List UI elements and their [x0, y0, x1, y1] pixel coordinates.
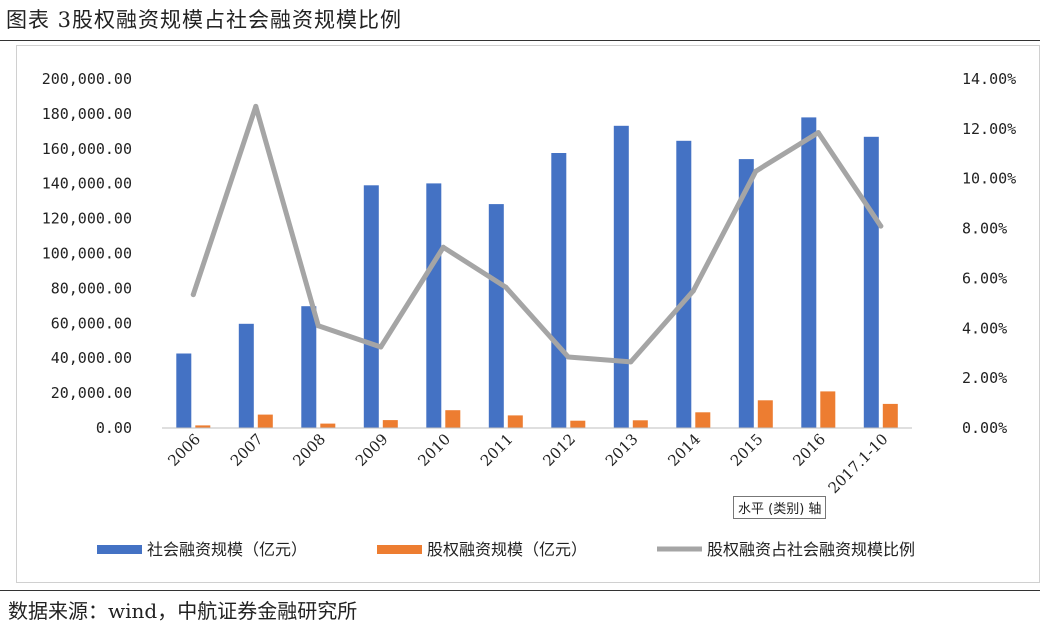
line-point [628, 359, 634, 365]
bar-total-financing [238, 323, 254, 428]
source-rule [0, 590, 1040, 591]
legend-total-financing-swatch [97, 545, 142, 554]
line-point [253, 103, 259, 109]
bar-total-financing [613, 125, 629, 429]
y-right-tick-label: 6.00% [962, 269, 1007, 287]
bar-total-financing [488, 204, 504, 428]
bar-equity-financing [570, 420, 586, 428]
bar-equity-financing [195, 425, 211, 428]
bar-total-financing [176, 353, 192, 428]
y-left-tick-label: 200,000.00 [42, 70, 132, 88]
y-left-tick-label: 80,000.00 [51, 279, 132, 297]
bar-equity-financing [257, 414, 273, 428]
line-point [440, 244, 446, 250]
line-point [878, 223, 884, 229]
y-left-tick-label: 60,000.00 [51, 314, 132, 332]
x-category-label: 2015 [727, 430, 767, 470]
y-right-tick-label: 0.00% [962, 419, 1007, 437]
axis-tooltip: 水平 (类别) 轴 [733, 496, 827, 519]
legend: 社会融资规模（亿元） 股权融资规模（亿元） 股权融资占社会融资规模比例 [97, 540, 915, 559]
y-left-tick-label: 180,000.00 [42, 105, 132, 123]
line-layer [190, 103, 884, 365]
x-category-label: 2011 [477, 430, 517, 470]
bar-total-financing [363, 185, 379, 428]
line-equity-ratio [190, 103, 884, 365]
bar-equity-financing [320, 423, 336, 428]
bar-equity-financing [382, 420, 398, 428]
y-right-tick-label: 10.00% [962, 170, 1016, 188]
bar-equity-financing [882, 403, 898, 428]
y-left-tick-label: 100,000.00 [42, 245, 132, 263]
bar-total-financing [738, 159, 754, 428]
bar-total-financing [801, 117, 817, 429]
line-point [315, 323, 321, 329]
x-category-label: 2014 [664, 430, 704, 470]
bar-equity-financing [695, 412, 711, 428]
y-right-tick-label: 8.00% [962, 220, 1007, 238]
bar-total-financing [863, 136, 879, 429]
y-right-tick-label: 14.00% [962, 70, 1016, 88]
y-left-tick-label: 160,000.00 [42, 140, 132, 158]
x-category-label: 2008 [289, 430, 329, 470]
y-right-tick-label: 12.00% [962, 120, 1016, 138]
bar-equity-financing [820, 391, 836, 428]
y-right-tick-label: 2.00% [962, 369, 1007, 387]
bar-equity-financing [632, 420, 648, 428]
chart-title: 图表 3股权融资规模占社会融资规模比例 [6, 8, 403, 32]
bar-equity-financing [445, 410, 461, 428]
legend-equity-ratio-label: 股权融资占社会融资规模比例 [707, 540, 915, 559]
line-point [565, 354, 571, 360]
x-category-label: 2017.1-10 [825, 430, 892, 497]
source-note: 数据来源：wind，中航证券金融研究所 [8, 599, 358, 623]
y-left-tick-label: 140,000.00 [42, 175, 132, 193]
chart-frame: 0.00 20,000.00 40,000.00 60,000.00 80,000.00… [16, 45, 1040, 583]
bar-total-financing [676, 140, 692, 429]
x-category-label: 2010 [414, 430, 454, 470]
bar-equity-financing [757, 400, 773, 428]
x-category-label: 2016 [789, 430, 829, 470]
legend-equity-financing-swatch [377, 545, 422, 554]
legend-equity-financing-label: 股权融资规模（亿元） [427, 540, 587, 559]
x-category-label: 2007 [227, 430, 267, 470]
x-category-label: 2013 [602, 430, 642, 470]
line-point [753, 168, 759, 174]
y-left-tick-label: 120,000.00 [42, 210, 132, 228]
x-category-label: 2012 [539, 430, 579, 470]
line-point [503, 284, 509, 290]
x-category-label: 2006 [164, 430, 204, 470]
y-left-tick-label: 40,000.00 [51, 349, 132, 367]
bar-equity-financing [507, 415, 523, 428]
y-left-tick-label: 20,000.00 [51, 384, 132, 402]
line-point [815, 130, 821, 136]
y-left-tick-label: 0.00 [96, 419, 132, 437]
y-right-tick-label: 4.00% [962, 319, 1007, 337]
x-category-label: 2009 [352, 430, 392, 470]
bar-total-financing [551, 153, 567, 428]
line-point [190, 292, 196, 298]
line-point [378, 344, 384, 350]
line-point [690, 288, 696, 294]
title-rule [0, 40, 1040, 41]
bar-layer [176, 117, 898, 429]
combo-chart: 0.00 20,000.00 40,000.00 60,000.00 80,000.00… [42, 70, 1017, 559]
legend-total-financing-label: 社会融资规模（亿元） [147, 540, 307, 559]
bar-total-financing [426, 183, 442, 428]
bar-total-financing [301, 306, 317, 428]
